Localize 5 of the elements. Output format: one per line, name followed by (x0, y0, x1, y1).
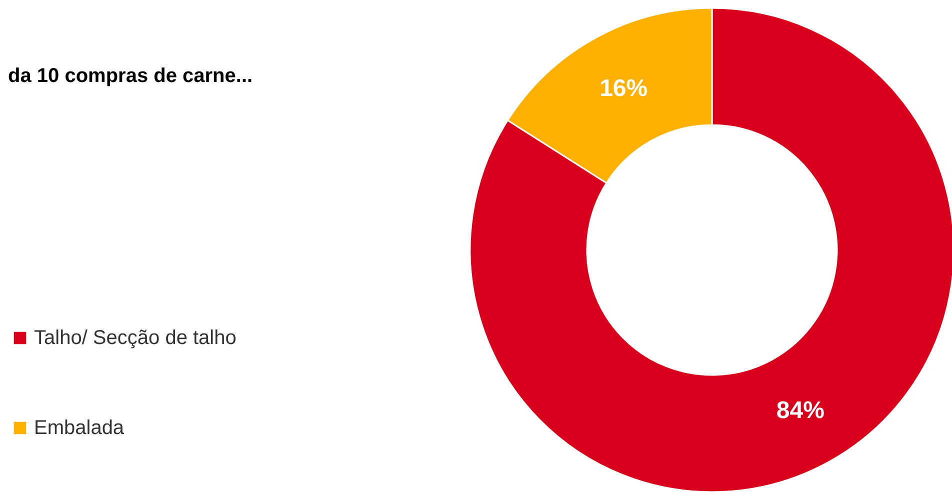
data-label: 16% (600, 75, 648, 102)
text: da 10 compras de carne... (8, 65, 253, 87)
legend-label: Embalada (34, 417, 125, 439)
legend-label: Talho/ Secção de talho (34, 327, 236, 349)
data-label: 84% (776, 396, 824, 424)
